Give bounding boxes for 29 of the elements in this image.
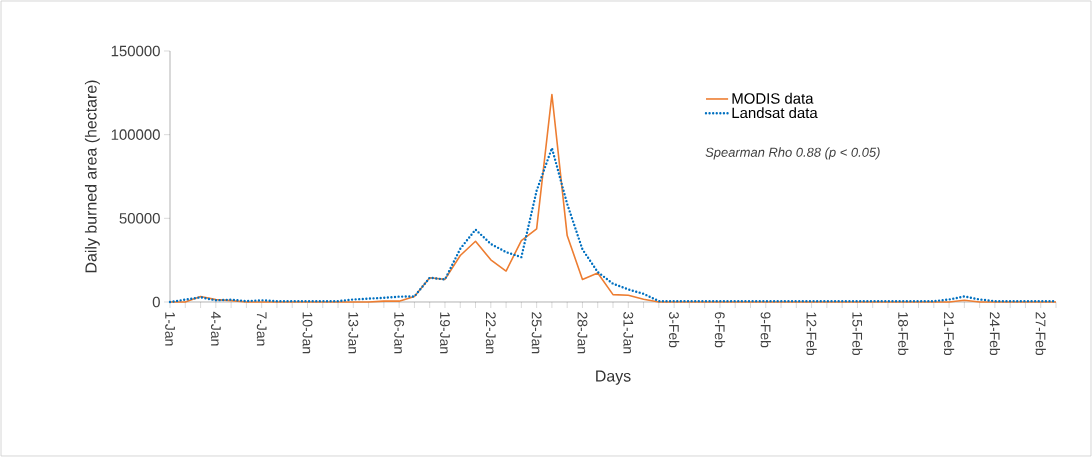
x-tick-label: 16-Jan [394,312,405,354]
x-tick-label: 28-Jan [577,312,588,354]
x-tick-label: 15-Feb [852,312,863,356]
x-tick-label: 1-Jan [165,312,175,346]
annotation: Spearman Rho 0.88 (p < 0.05) [705,147,880,160]
x-tick-label: 3-Feb [668,312,680,348]
x-tick-label: 21-Feb [943,312,955,356]
x-axis-title: Days [596,370,631,385]
x-tick-label: 25-Jan [531,312,542,354]
y-axis-title: Daily burned area (hectare) [84,80,100,273]
x-tick-label: 10-Jan [302,312,313,354]
y-tick-label: 150000 [111,45,160,57]
y-tick-label: 50000 [119,213,160,224]
legend-label: MODIS data [732,92,814,104]
x-tick-label: 24-Feb [989,312,1001,356]
x-tick-label: 13-Jan [348,312,359,354]
x-tick-label: 6-Feb [714,312,726,348]
x-tick-label: 22-Jan [485,312,496,354]
x-tick-label: 31-Jan [623,312,634,354]
x-tick-label: 4-Jan [210,311,221,346]
legend-label: Landsat data [732,107,818,119]
x-tick-label: 12-Feb [806,312,817,356]
x-tick-label: 18-Feb [898,312,909,356]
x-tick-label: 19-Jan [440,312,450,354]
x-tick-label: 9-Feb [760,312,771,348]
y-tick-label: 0 [152,296,160,308]
y-tick-label: 100000 [111,129,160,140]
x-tick-label: 7-Jan [256,312,267,346]
x-tick-label: 27-Feb [1035,312,1046,356]
